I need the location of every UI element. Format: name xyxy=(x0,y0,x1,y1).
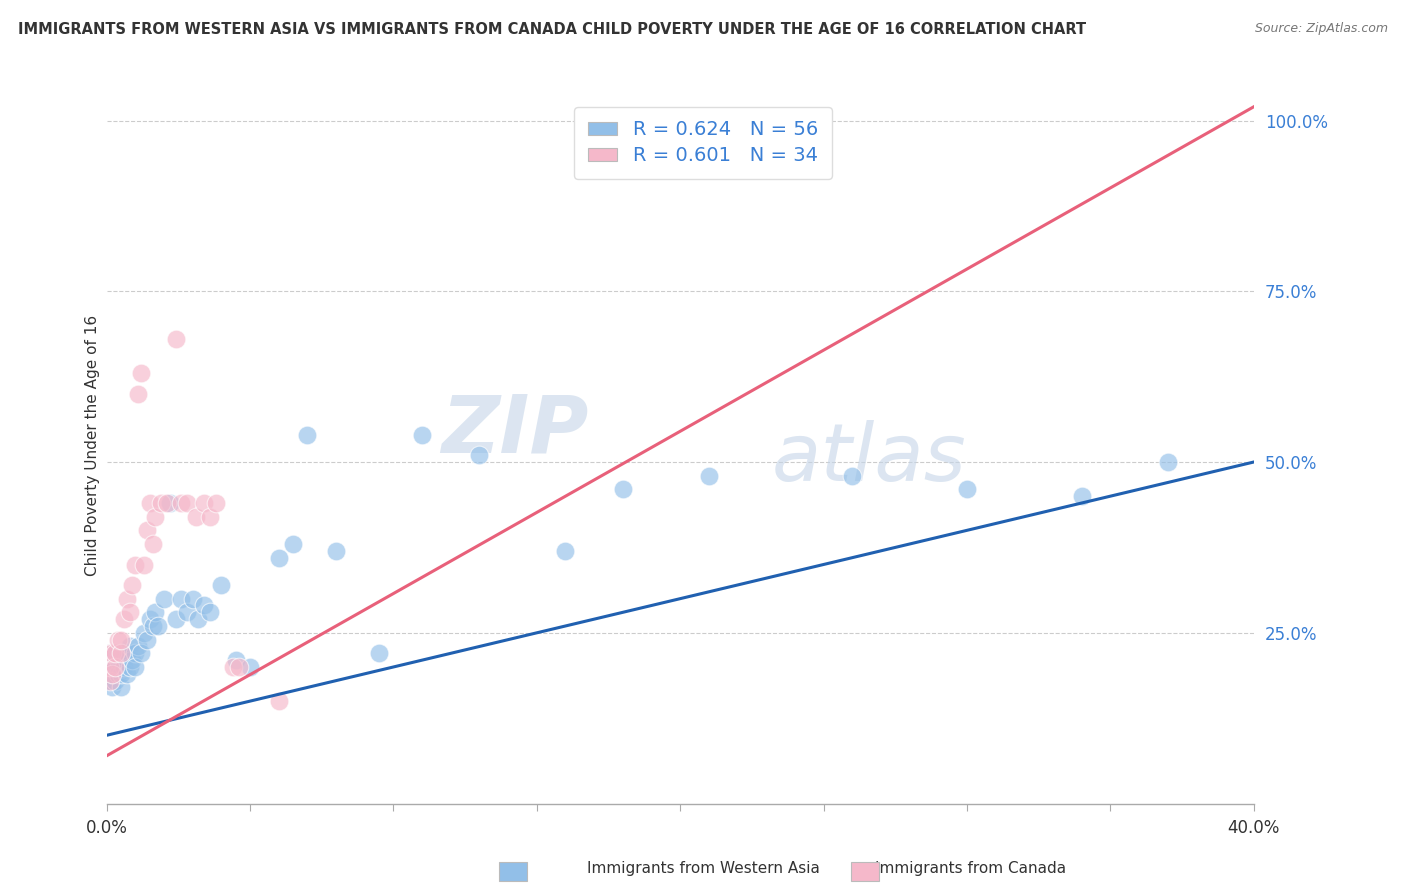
Point xyxy=(124,660,146,674)
Text: ZIP: ZIP xyxy=(441,392,588,469)
Point xyxy=(110,666,132,681)
Point xyxy=(127,640,149,654)
Text: Source: ZipAtlas.com: Source: ZipAtlas.com xyxy=(1254,22,1388,36)
Point xyxy=(101,681,124,695)
Point xyxy=(104,660,127,674)
Point xyxy=(193,496,215,510)
Point xyxy=(198,509,221,524)
Point xyxy=(115,666,138,681)
Point xyxy=(1156,455,1178,469)
Point xyxy=(225,653,247,667)
Point xyxy=(124,646,146,660)
Point xyxy=(181,591,204,606)
Point xyxy=(112,660,135,674)
Point xyxy=(118,660,141,674)
Point xyxy=(121,578,143,592)
Point xyxy=(297,427,319,442)
Text: Immigrants from Canada: Immigrants from Canada xyxy=(875,861,1066,876)
Point xyxy=(118,605,141,619)
Point xyxy=(204,496,226,510)
Point xyxy=(98,646,121,660)
Point xyxy=(129,646,152,660)
Point xyxy=(127,386,149,401)
Point xyxy=(956,483,979,497)
Point xyxy=(209,578,232,592)
Point xyxy=(132,625,155,640)
Text: IMMIGRANTS FROM WESTERN ASIA VS IMMIGRANTS FROM CANADA CHILD POVERTY UNDER THE A: IMMIGRANTS FROM WESTERN ASIA VS IMMIGRAN… xyxy=(18,22,1087,37)
Point xyxy=(239,660,262,674)
Point xyxy=(841,468,863,483)
Point xyxy=(104,660,127,674)
Point xyxy=(132,558,155,572)
Point xyxy=(112,612,135,626)
Point xyxy=(104,673,127,688)
Point xyxy=(104,646,127,660)
Point xyxy=(176,605,198,619)
Point xyxy=(150,496,173,510)
Text: Immigrants from Western Asia: Immigrants from Western Asia xyxy=(586,861,820,876)
Point xyxy=(101,646,124,660)
Point xyxy=(110,632,132,647)
Point xyxy=(124,558,146,572)
Point xyxy=(135,632,157,647)
Point xyxy=(110,646,132,660)
Point xyxy=(184,509,207,524)
Point xyxy=(165,612,187,626)
Point xyxy=(176,496,198,510)
Point xyxy=(107,632,129,647)
Point xyxy=(101,666,124,681)
Point xyxy=(325,544,347,558)
Point xyxy=(153,591,176,606)
Point xyxy=(187,612,209,626)
Point xyxy=(267,694,290,708)
Point xyxy=(148,619,170,633)
Point xyxy=(110,681,132,695)
Point xyxy=(145,509,167,524)
Point xyxy=(281,537,304,551)
Point xyxy=(98,660,121,674)
Point xyxy=(159,496,181,510)
Point xyxy=(368,646,391,660)
Point xyxy=(165,332,187,346)
Point xyxy=(156,496,179,510)
Legend: R = 0.624   N = 56, R = 0.601   N = 34: R = 0.624 N = 56, R = 0.601 N = 34 xyxy=(575,107,832,179)
Point xyxy=(104,646,127,660)
Point xyxy=(98,673,121,688)
Point xyxy=(138,612,160,626)
Point xyxy=(142,537,165,551)
Point xyxy=(138,496,160,510)
Point xyxy=(193,599,215,613)
Point xyxy=(145,605,167,619)
Point xyxy=(118,640,141,654)
Text: atlas: atlas xyxy=(772,420,967,499)
Point xyxy=(267,550,290,565)
Point xyxy=(554,544,576,558)
Point xyxy=(101,653,124,667)
Point xyxy=(142,619,165,633)
Point xyxy=(222,660,245,674)
Point xyxy=(135,524,157,538)
Point xyxy=(115,646,138,660)
Point xyxy=(468,448,491,462)
Point xyxy=(107,666,129,681)
Point xyxy=(198,605,221,619)
Point xyxy=(98,660,121,674)
Point xyxy=(115,591,138,606)
Point xyxy=(129,366,152,380)
Point xyxy=(121,653,143,667)
Y-axis label: Child Poverty Under the Age of 16: Child Poverty Under the Age of 16 xyxy=(86,314,100,575)
Point xyxy=(170,591,193,606)
Point xyxy=(1070,489,1092,503)
Point xyxy=(612,483,634,497)
Point xyxy=(101,666,124,681)
Point xyxy=(107,653,129,667)
Point xyxy=(112,646,135,660)
Point xyxy=(98,646,121,660)
Point xyxy=(98,673,121,688)
Point xyxy=(697,468,720,483)
Point xyxy=(170,496,193,510)
Point xyxy=(228,660,250,674)
Point xyxy=(411,427,433,442)
